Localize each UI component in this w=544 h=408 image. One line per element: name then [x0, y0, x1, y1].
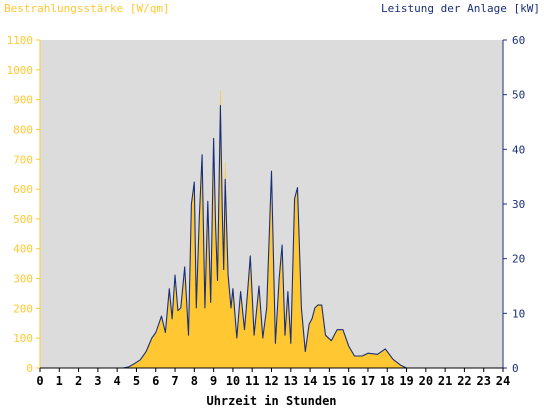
y-right-tick-label: 30	[512, 198, 525, 211]
x-tick-label: 18	[380, 374, 394, 388]
x-tick-label: 7	[171, 374, 178, 388]
x-tick-label: 24	[496, 374, 510, 388]
y-left-tick-label: 900	[13, 94, 33, 107]
x-tick-label: 20	[419, 374, 433, 388]
x-tick-label: 16	[341, 374, 355, 388]
x-axis-title: Uhrzeit in Stunden	[206, 394, 336, 408]
y-left-tick-label: 0	[26, 362, 33, 375]
y-right-tick-label: 10	[512, 307, 525, 320]
y-left-tick-label: 500	[13, 213, 33, 226]
y-left-tick-label: 700	[13, 153, 33, 166]
x-tick-label: 9	[210, 374, 217, 388]
x-tick-label: 1	[56, 374, 63, 388]
x-tick-label: 19	[399, 374, 413, 388]
y-left-tick-label: 1100	[7, 34, 34, 47]
y-right-tick-label: 50	[512, 89, 525, 102]
x-tick-label: 21	[438, 374, 452, 388]
x-tick-label: 12	[264, 374, 278, 388]
x-tick-label: 14	[303, 374, 317, 388]
x-tick-label: 15	[322, 374, 336, 388]
x-tick-label: 10	[226, 374, 240, 388]
x-tick-label: 2	[75, 374, 82, 388]
x-tick-label: 17	[361, 374, 375, 388]
y-left-tick-label: 600	[13, 183, 33, 196]
x-tick-label: 22	[457, 374, 471, 388]
x-tick-label: 8	[191, 374, 198, 388]
x-tick-label: 5	[133, 374, 140, 388]
y-left-tick-label: 800	[13, 123, 33, 136]
y-right-tick-label: 60	[512, 34, 525, 47]
y-left-tick-label: 1000	[7, 64, 34, 77]
x-tick-label: 3	[94, 374, 101, 388]
y-left-tick-label: 300	[13, 273, 33, 286]
left-axis-title: Bestrahlungsstärke [W/qm]	[4, 2, 170, 15]
power-line	[40, 105, 503, 369]
x-tick-label: 4	[114, 374, 121, 388]
y-left-tick-label: 100	[13, 332, 33, 345]
right-axis-title: Leistung der Anlage [kW]	[381, 2, 540, 15]
y-right-tick-label: 40	[512, 143, 525, 156]
x-tick-label: 23	[476, 374, 490, 388]
y-right-tick-label: 0	[512, 362, 519, 375]
y-left-tick-label: 400	[13, 243, 33, 256]
x-tick-label: 13	[284, 374, 298, 388]
y-right-tick-label: 20	[512, 253, 525, 266]
y-left-tick-label: 200	[13, 302, 33, 315]
x-tick-label: 6	[152, 374, 159, 388]
x-tick-label: 0	[36, 374, 43, 388]
x-tick-label: 11	[245, 374, 259, 388]
